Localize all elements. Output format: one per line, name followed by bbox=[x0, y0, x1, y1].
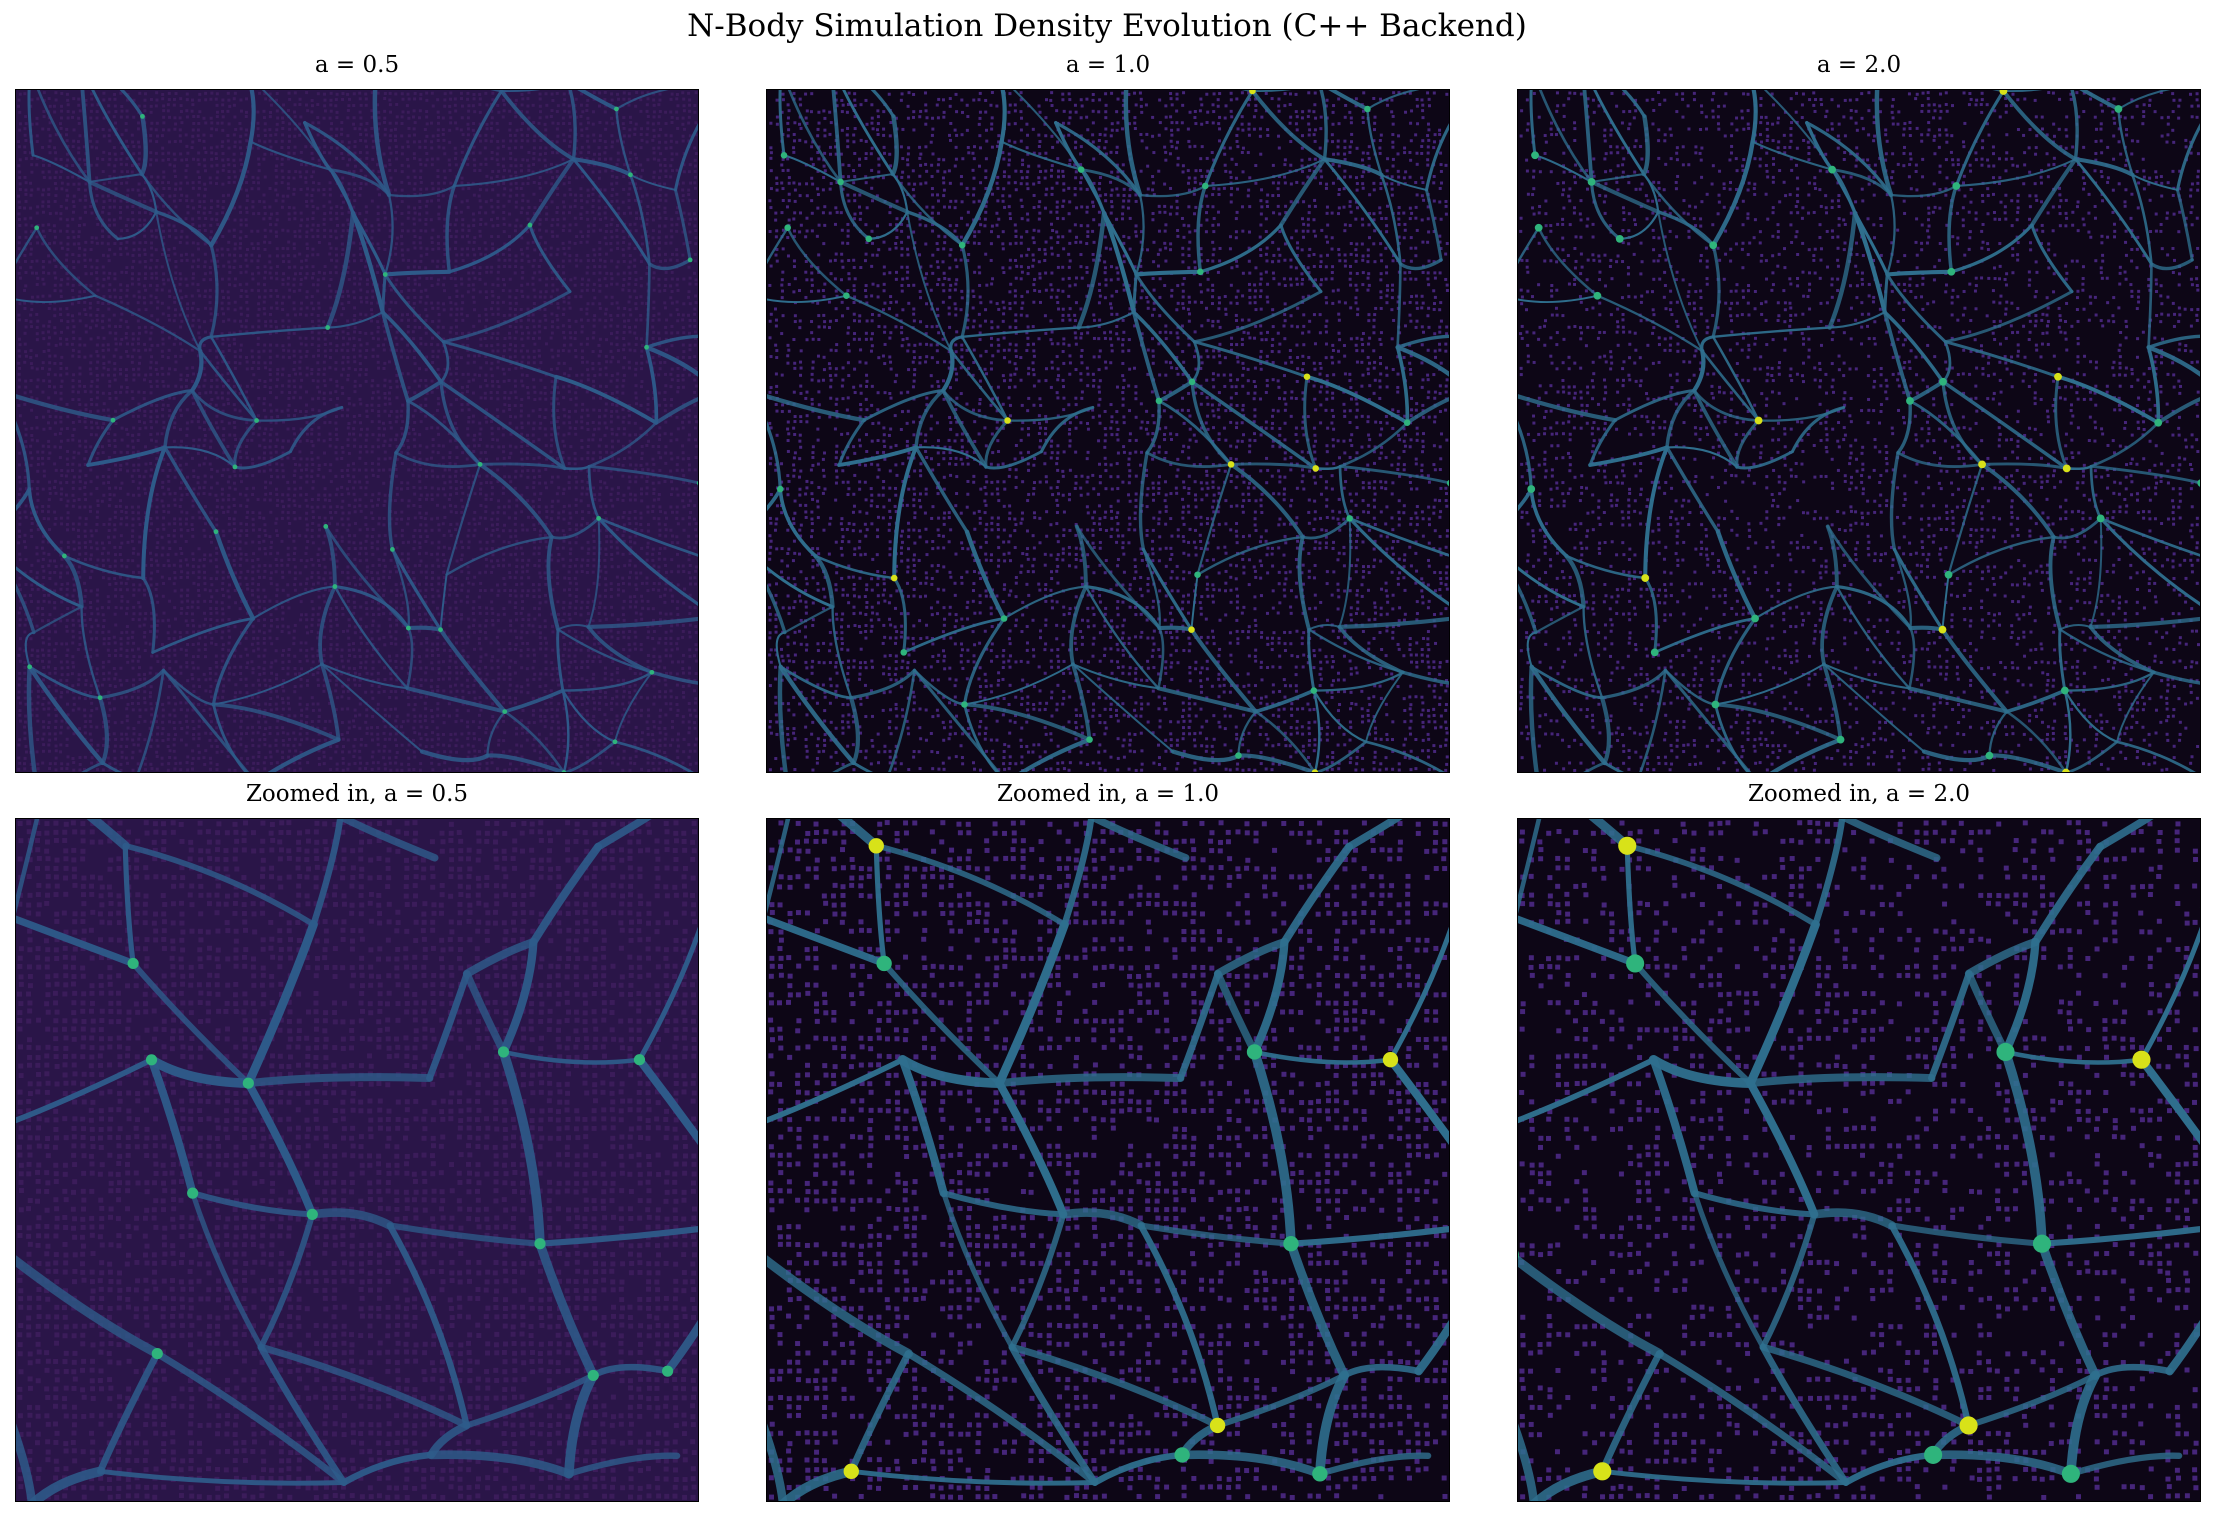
panel-title-a10: a = 1.0 bbox=[766, 52, 1450, 78]
panel-title-a05: a = 0.5 bbox=[15, 52, 699, 78]
panel-title-zoom-a05: Zoomed in, a = 0.5 bbox=[15, 781, 699, 807]
panel-title-zoom-a10: Zoomed in, a = 1.0 bbox=[766, 781, 1450, 807]
panel-title-zoom-a20: Zoomed in, a = 2.0 bbox=[1517, 781, 2201, 807]
density-map-a20 bbox=[1517, 89, 2201, 773]
panel-title-a20: a = 2.0 bbox=[1517, 52, 2201, 78]
density-map-a10 bbox=[766, 89, 1450, 773]
density-map-zoom-a05 bbox=[15, 818, 699, 1502]
density-map-a05 bbox=[15, 89, 699, 773]
density-map-zoom-a10 bbox=[766, 818, 1450, 1502]
figure-title: N-Body Simulation Density Evolution (C++… bbox=[0, 8, 2214, 44]
density-map-zoom-a20 bbox=[1517, 818, 2201, 1502]
